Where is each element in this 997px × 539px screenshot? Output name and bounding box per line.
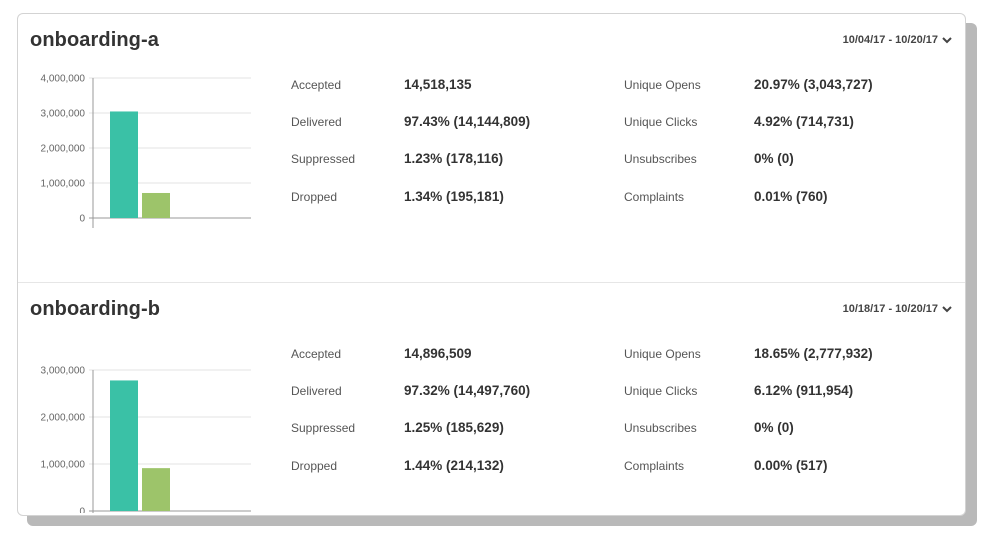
bar	[142, 192, 170, 218]
date-range-dropdown[interactable]: 10/04/17 - 10/20/17	[843, 34, 953, 46]
stat-row: Delivered 97.43% (14,144,809) Unique Cli…	[291, 113, 961, 133]
campaign-section-onboarding-b: onboarding-b 10/18/17 - 10/20/17 0 1,000,…	[18, 282, 965, 515]
stat-value: 0.00% (517)	[754, 458, 828, 473]
stat-value: 1.23% (178,116)	[404, 151, 504, 166]
stat-label: Suppressed	[291, 421, 356, 435]
y-tick-label: 0	[79, 507, 85, 514]
y-tick-label: 1,000,000	[41, 179, 86, 190]
stat-label: Dropped	[291, 190, 338, 204]
date-range-label: 10/18/17 - 10/20/17	[842, 303, 938, 315]
stat-label: Accepted	[291, 78, 342, 92]
bar-chart: 0 1,000,000 2,000,000 3,000,000	[18, 333, 278, 513]
stat-value: 0% (0)	[754, 151, 794, 166]
stat-value: 97.43% (14,144,809)	[404, 114, 531, 129]
stat-label: Delivered	[291, 384, 342, 398]
stat-label: Unsubscribes	[624, 421, 697, 435]
bar	[110, 111, 138, 218]
stat-row: Accepted 14,896,509 Unique Opens 18.65% …	[291, 345, 961, 365]
y-tick-label: 0	[79, 214, 85, 225]
stat-label: Accepted	[291, 347, 342, 361]
campaign-title: onboarding-a	[30, 29, 159, 51]
campaign-section-onboarding-a: onboarding-a 10/04/17 - 10/20/17 0 1,000,…	[18, 14, 965, 282]
stat-value: 20.97% (3,043,727)	[754, 77, 873, 92]
stat-label: Delivered	[291, 115, 342, 129]
stat-row: Dropped 1.34% (195,181) Complaints 0.01%…	[291, 188, 961, 208]
stat-label: Unique Opens	[624, 347, 701, 361]
stat-value: 0.01% (760)	[754, 189, 828, 204]
stat-label: Unique Opens	[624, 78, 701, 92]
stat-label: Dropped	[291, 459, 338, 473]
chevron-down-icon	[942, 37, 952, 44]
y-tick-label: 2,000,000	[41, 413, 86, 424]
bar-chart-svg: 0 1,000,000 2,000,000 3,000,000 4,000,000	[41, 74, 251, 228]
stat-label: Complaints	[624, 190, 685, 204]
stat-value: 14,896,509	[404, 346, 472, 361]
stat-label: Unique Clicks	[624, 384, 698, 398]
campaign-card: onboarding-a 10/04/17 - 10/20/17 0 1,000,…	[17, 13, 966, 516]
stat-row: Suppressed 1.23% (178,116) Unsubscribes …	[291, 150, 961, 170]
stat-label: Unique Clicks	[624, 115, 698, 129]
campaign-title: onboarding-b	[30, 298, 161, 320]
stat-row: Delivered 97.32% (14,497,760) Unique Cli…	[291, 382, 961, 402]
date-range-dropdown[interactable]: 10/18/17 - 10/20/17	[843, 303, 953, 315]
stat-value: 1.44% (214,132)	[404, 458, 504, 473]
stat-value: 1.34% (195,181)	[404, 189, 504, 204]
stat-label: Complaints	[624, 459, 685, 473]
stat-row: Accepted 14,518,135 Unique Opens 20.97% …	[291, 76, 961, 96]
bar-chart: 0 1,000,000 2,000,000 3,000,000 4,000,000	[18, 64, 278, 244]
date-range-label: 10/04/17 - 10/20/17	[842, 34, 938, 46]
bar	[142, 468, 170, 511]
bar	[110, 380, 138, 511]
stat-value: 6.12% (911,954)	[754, 383, 854, 398]
stat-row: Suppressed 1.25% (185,629) Unsubscribes …	[291, 419, 961, 439]
stat-value: 18.65% (2,777,932)	[754, 346, 873, 361]
y-tick-label: 1,000,000	[41, 460, 86, 471]
y-tick-label: 3,000,000	[41, 109, 86, 120]
bar-chart-svg: 0 1,000,000 2,000,000 3,000,000	[41, 366, 251, 514]
stat-label: Unsubscribes	[624, 152, 697, 166]
y-tick-label: 4,000,000	[41, 74, 86, 85]
y-tick-label: 3,000,000	[41, 366, 86, 377]
stat-value: 0% (0)	[754, 420, 794, 435]
chevron-down-icon	[942, 306, 952, 313]
stat-label: Suppressed	[291, 152, 356, 166]
y-tick-label: 2,000,000	[41, 144, 86, 155]
stat-row: Dropped 1.44% (214,132) Complaints 0.00%…	[291, 457, 961, 477]
stat-value: 1.25% (185,629)	[404, 420, 504, 435]
stat-value: 4.92% (714,731)	[754, 114, 854, 129]
stat-value: 97.32% (14,497,760)	[404, 383, 531, 398]
stat-value: 14,518,135	[404, 77, 472, 92]
